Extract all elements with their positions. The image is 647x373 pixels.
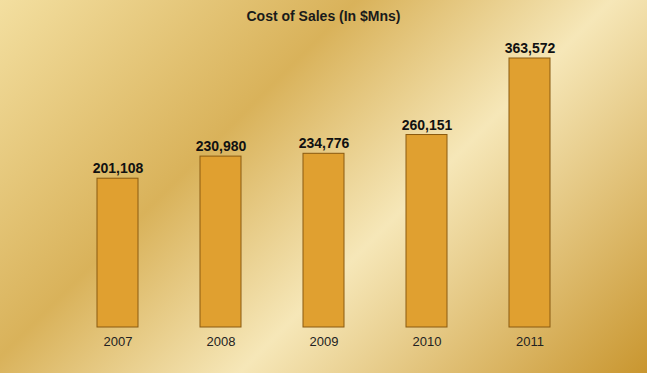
- svg-text:201,108: 201,108: [92, 160, 143, 176]
- svg-text:260,151: 260,151: [401, 116, 452, 132]
- html-text:Cost of Sales (In $Mns): Cost of Sales (In $Mns): [246, 8, 401, 24]
- svg-text:2009: 2009: [309, 334, 338, 349]
- svg-text:230,980: 230,980: [195, 138, 246, 154]
- svg-text:2010: 2010: [412, 334, 441, 349]
- svg-text:2008: 2008: [206, 334, 235, 349]
- svg-text:2007: 2007: [103, 334, 132, 349]
- svg-text:363,572: 363,572: [504, 40, 555, 56]
- svg-text:2011: 2011: [516, 334, 544, 349]
- svg-text:234,776: 234,776: [298, 135, 349, 151]
